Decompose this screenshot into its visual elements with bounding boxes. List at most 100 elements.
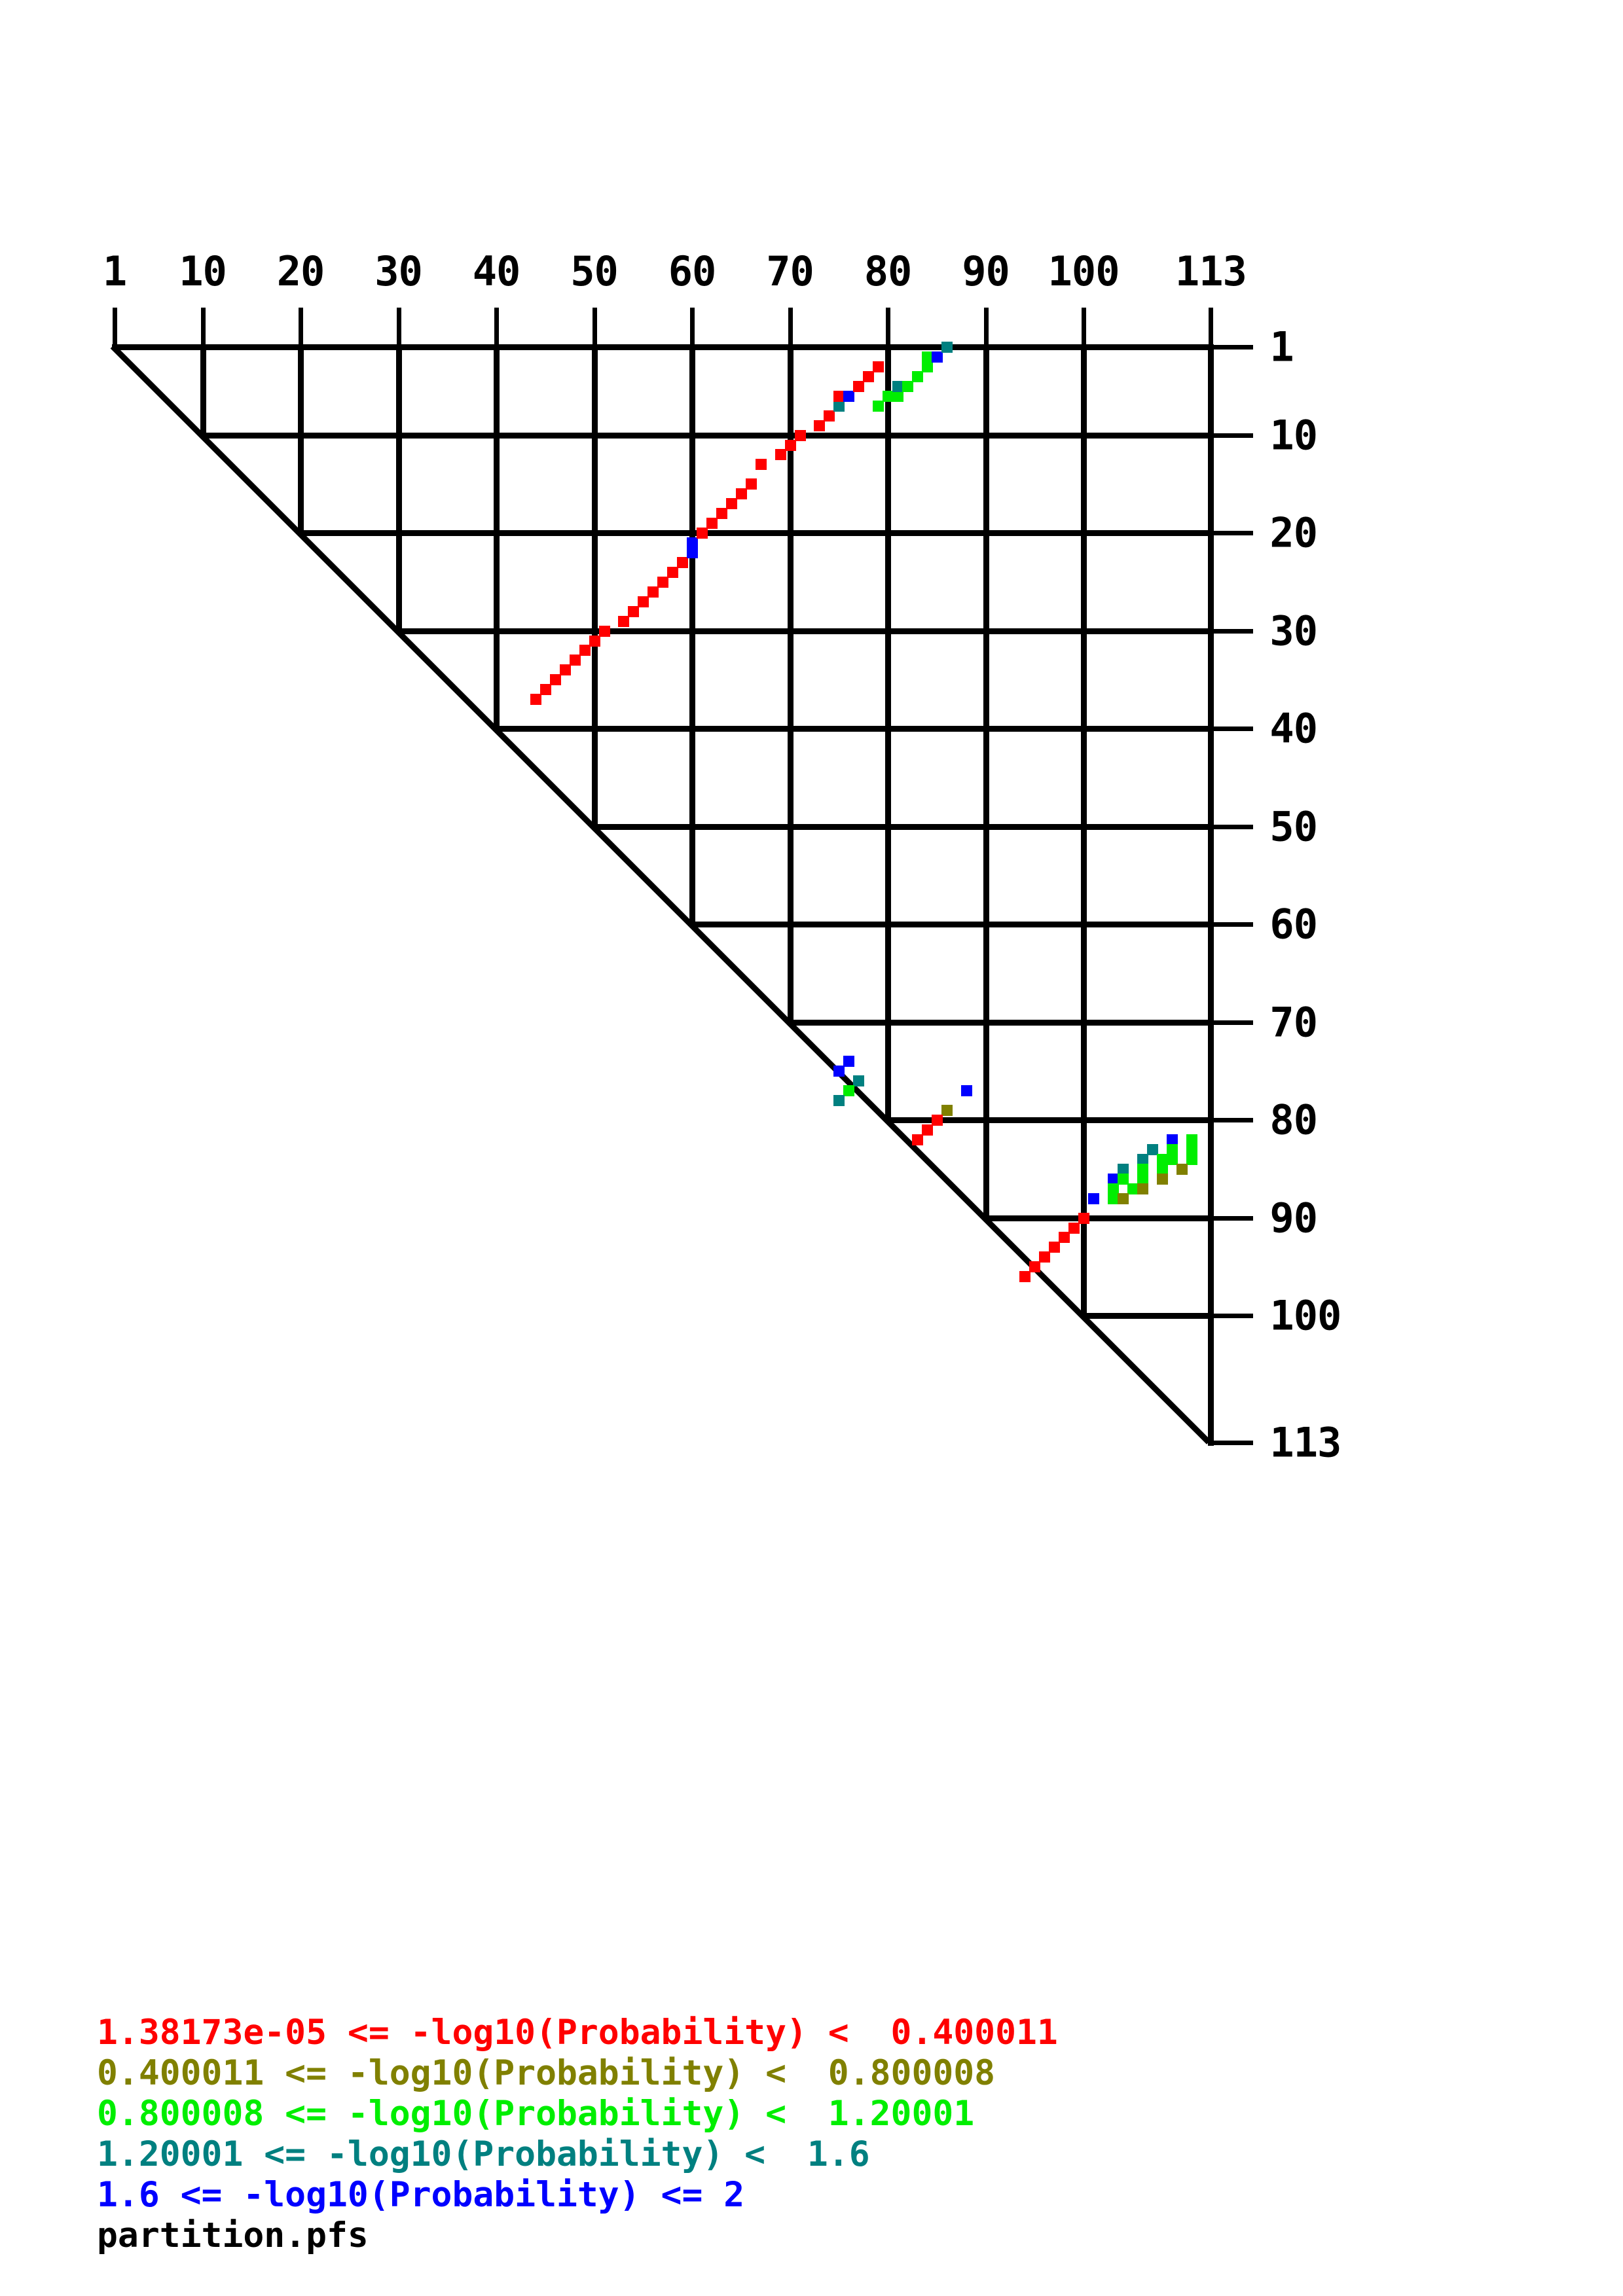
base-pair-dot [873, 361, 884, 372]
axis-label-right: 50 [1269, 802, 1318, 851]
grid-line-horizontal [112, 344, 1214, 350]
axis-tick-top [788, 308, 793, 347]
base-pair-dot [1156, 1173, 1168, 1185]
axis-tick-top [494, 308, 500, 347]
axis-label-right: 100 [1269, 1291, 1341, 1340]
grid-line-horizontal [298, 530, 1214, 537]
legend-row-bin-1: 1.38173e-05 <= -log10(Probability) < 0.4… [97, 2013, 1058, 2053]
axis-tick-right [1211, 922, 1254, 927]
grid-line-vertical [395, 347, 402, 634]
axis-label-top: 30 [374, 247, 423, 295]
axis-label-right: 20 [1269, 509, 1318, 557]
base-pair-dot [911, 1134, 923, 1145]
axis-tick-right [1211, 1118, 1254, 1123]
base-pair-dot [1156, 1153, 1168, 1165]
grid-line-horizontal [885, 1117, 1214, 1124]
axis-label-top: 20 [276, 247, 325, 295]
base-pair-dot [549, 674, 561, 686]
base-pair-dot [1117, 1163, 1129, 1175]
legend-row-bin-3: 0.800008 <= -log10(Probability) < 1.2000… [97, 2094, 975, 2134]
dot-plot-canvas: 1 10 20 30 40 50 60 70 80 90 100 113 1 10 20 30 40 50 60 70… [103, 247, 1342, 1467]
base-pair-dot [677, 556, 689, 568]
grid-line-vertical [591, 347, 598, 830]
grid-line-horizontal [1081, 1313, 1214, 1319]
base-pair-dot [794, 429, 806, 441]
legend-row-bin-5: 1.6 <= -log10(Probability) <= 2 [97, 2175, 745, 2215]
axis-label-top: 40 [472, 247, 521, 295]
axis-label-top: 10 [179, 247, 227, 295]
base-pair-dot [921, 361, 933, 372]
file-name-label: partition.pfs [97, 2215, 369, 2255]
base-pair-dot [667, 566, 679, 578]
axis-label-right: 90 [1269, 1194, 1318, 1242]
base-pair-dot [1107, 1183, 1119, 1194]
axis-tick-right [1211, 433, 1254, 438]
base-pair-dot [647, 586, 659, 598]
base-pair-dot [1137, 1173, 1148, 1185]
base-pair-dot [579, 645, 591, 656]
base-pair-dot [618, 615, 630, 627]
axis-tick-top [1209, 308, 1214, 347]
base-pair-dot [1088, 1193, 1099, 1204]
legend: 1.38173e-05 <= -log10(Probability) < 0.4… [97, 2013, 1406, 2256]
base-pair-dot [1068, 1222, 1080, 1234]
base-pair-dot [589, 635, 600, 647]
axis-tick-top [886, 308, 891, 347]
base-pair-dot [843, 1085, 855, 1097]
axis-label-right: 60 [1269, 900, 1318, 948]
base-pair-dot [1107, 1173, 1119, 1185]
legend-row-bin-2: 0.400011 <= -log10(Probability) < 0.8000… [97, 2053, 996, 2093]
base-pair-dot [775, 449, 786, 461]
base-pair-dot [1137, 1163, 1148, 1175]
axis-label-right: 40 [1269, 704, 1318, 753]
axis-label-top: 100 [1048, 247, 1120, 295]
base-pair-dot [1019, 1271, 1031, 1283]
base-pair-dot [1107, 1193, 1119, 1204]
base-pair-dot [657, 576, 669, 588]
grid-line-horizontal [983, 1215, 1214, 1221]
axis-tick-right [1211, 628, 1254, 634]
axis-tick-right [1211, 531, 1254, 536]
base-pair-dot [921, 1124, 933, 1136]
axis-tick-right [1211, 726, 1254, 732]
base-pair-dot [784, 439, 796, 451]
legend-row-bin-4: 1.20001 <= -log10(Probability) < 1.6 [97, 2134, 870, 2174]
base-pair-dot [931, 351, 943, 363]
base-pair-dot [911, 370, 923, 382]
base-pair-dot [814, 420, 826, 431]
grid-line-vertical [787, 347, 793, 1026]
grid-line-vertical [1208, 347, 1214, 1446]
base-pair-dot [960, 1085, 972, 1097]
base-pair-dot [833, 1095, 845, 1107]
axis-tick-top [200, 308, 206, 347]
base-pair-dot [1117, 1193, 1129, 1204]
base-pair-dot [1127, 1183, 1139, 1194]
base-pair-dot [706, 518, 718, 529]
axis-label-top: 60 [668, 247, 717, 295]
base-pair-dot [902, 380, 913, 392]
base-pair-dot [1156, 1163, 1168, 1175]
axis-label-right: 30 [1269, 607, 1318, 655]
base-pair-dot [1166, 1134, 1178, 1145]
base-pair-dot [873, 400, 884, 412]
base-pair-dot [892, 390, 903, 402]
base-pair-dot [921, 351, 933, 363]
axis-label-right: 113 [1269, 1418, 1341, 1467]
base-pair-dot [628, 605, 640, 617]
grid-line-horizontal [787, 1019, 1214, 1026]
axis-tick-right [1211, 1215, 1254, 1221]
axis-tick-top [299, 308, 304, 347]
base-pair-dot [1176, 1163, 1188, 1175]
base-pair-dot [745, 478, 757, 490]
base-pair-dot [638, 596, 649, 607]
base-pair-dot [853, 1075, 865, 1087]
axis-label-top: 80 [864, 247, 913, 295]
base-pair-dot [697, 528, 708, 539]
base-pair-dot [1186, 1134, 1197, 1145]
base-pair-dot [1186, 1143, 1197, 1155]
base-pair-dot [892, 380, 903, 392]
axis-tick-right [1211, 1441, 1254, 1446]
base-pair-dot [569, 655, 581, 666]
base-pair-dot [559, 664, 571, 676]
base-pair-dot [843, 390, 855, 402]
